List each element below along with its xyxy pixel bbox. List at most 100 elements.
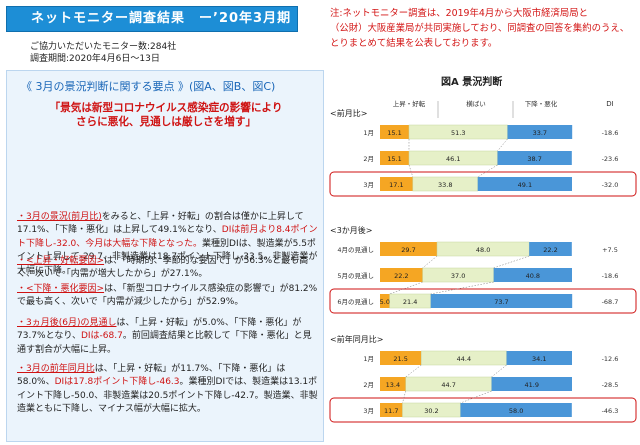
connector-line (389, 281, 423, 295)
survey-note: 注:ネットモニター調査は、2019年4月から大阪市経済局局と （公財）大阪産業局… (330, 6, 636, 51)
bar-value: 22.2 (543, 246, 557, 254)
bar-value: 48.0 (476, 246, 490, 254)
bar-value: 38.7 (527, 155, 541, 163)
bar-segment (491, 377, 572, 391)
di-value: +7.5 (602, 246, 618, 254)
bar-value: 46.1 (446, 155, 460, 163)
body-text: 。前回調査結果と比較して「下降・悪化」と見通す割合が大幅に上昇。 (17, 331, 312, 355)
row-label: 1月 (363, 355, 374, 363)
row-label: 4月の見通し (337, 245, 374, 254)
summary-paragraph: ・3月の景況(前月比)をみると、「上昇・好転」の割合は僅かに上昇して17.1%、… (17, 211, 319, 278)
bar-value: 33.7 (533, 129, 547, 137)
group-title: <3か月後> (330, 225, 373, 235)
report-banner: ネットモニター調査結果 ー’20年3月期 ー (6, 6, 304, 50)
bar-value: 22.2 (394, 272, 408, 280)
bar-value: 5.0 (380, 298, 390, 306)
note-line: 注:ネットモニター調査は、2019年4月から大阪市経済局局と (330, 8, 588, 19)
legend-up: 上昇・好転 (393, 99, 426, 108)
survey-meta: ご協力いただいたモニター数:284社 調査期間:2020年4月6日～13日 (30, 41, 176, 65)
bar-value: 37.0 (451, 272, 465, 280)
highlight-text: ・3月の景況(前月比) (17, 212, 102, 222)
di-value: -28.5 (602, 381, 619, 389)
bar-segment (430, 294, 573, 308)
bar-value: 29.7 (401, 246, 415, 254)
bar-segment (380, 151, 409, 165)
bar-segment (380, 125, 409, 139)
bar-segment (380, 294, 390, 308)
body-text: は、「上昇・好転」が5.0%、「下降・悪化」が73.7%となり、 (17, 318, 302, 342)
bar-segment (529, 242, 572, 256)
bar-value: 33.8 (438, 181, 452, 189)
connector-line (405, 364, 422, 378)
di-value: -18.6 (602, 129, 619, 137)
monitor-count: ご協力いただいたモニター数:284社 (30, 42, 177, 52)
headline-line: 「景気は新型コロナウイルス感染症の影響により (49, 102, 283, 114)
highlight-text: ・<上昇・好転要因> (17, 256, 105, 266)
summary-paragraph: ・3月の前年同月比は、「上昇・好転」が11.7%、「下降・悪化」は58.0%、D… (17, 363, 319, 417)
bar-value: 44.7 (441, 381, 455, 389)
di-value: -68.7 (602, 298, 619, 306)
bar-segment (507, 125, 573, 139)
highlight-text: DIは前月より8.4ポイント下降し-32.0、今月は大幅な下降となった。 (17, 225, 318, 249)
connector-line (497, 138, 508, 152)
summary-paragraph: ・<下降・悪化要因>は、「新型コロナウイルス感染症の影響で」が81.2%で最も高… (17, 283, 319, 310)
bar-segment (460, 403, 572, 417)
bar-value: 21.5 (393, 355, 407, 363)
di-value: -32.0 (602, 181, 619, 189)
connector-line (493, 255, 530, 269)
bar-value: 13.4 (386, 381, 400, 389)
bar-segment (380, 403, 403, 417)
bar-value: 11.7 (384, 407, 398, 415)
di-value: -23.6 (602, 155, 619, 163)
legend-down: 下降・悪化 (525, 99, 558, 108)
row-label: 2月 (363, 381, 374, 389)
highlight-text: DIは-68.7 (80, 331, 123, 342)
bar-value: 51.3 (451, 129, 465, 137)
bar-value: 58.0 (509, 407, 523, 415)
bar-segment (380, 242, 438, 256)
summary-panel: 《 3月の景況判断に関する要点 》(図A、図B、図C) 「景気は新型コロナウイル… (6, 70, 324, 442)
body-text: 業種別DIは、製造業が5.5ポイント上昇して-29.7、非製造業は18.7ポイン… (17, 238, 318, 276)
connector-line (408, 164, 414, 178)
bar-segment (493, 268, 572, 282)
highlight-text: ・3月の前年同月比 (17, 364, 95, 374)
bar-value: 15.1 (387, 155, 401, 163)
row-label: 6月の見通し (337, 297, 374, 306)
bar-segment (380, 268, 423, 282)
bar-segment (436, 241, 530, 257)
headline-line: さらに悪化、見通しは厳しさを増す」 (75, 116, 257, 128)
group-title: <前年同月比> (330, 334, 383, 344)
summary-paragraph: ・<上昇・好転要因>は、「時期的、季節的な要因で」が56.3%と最も高く、次いで… (17, 255, 319, 282)
bar-segment (380, 351, 422, 365)
row-label: 5月の見通し (337, 271, 374, 280)
body-text: をみると、「上昇・好転」の割合は僅かに上昇して17.1%、「下降・悪化」は上昇し… (17, 212, 304, 236)
connector-line (460, 390, 492, 404)
bar-value: 21.4 (403, 298, 417, 306)
bar-segment (506, 351, 572, 365)
di-header: DI (606, 100, 613, 108)
bar-value: 30.2 (424, 407, 438, 415)
connector-line (477, 164, 498, 178)
highlight-box (329, 397, 637, 423)
bar-segment (497, 151, 572, 165)
row-label: 3月 (363, 407, 374, 415)
body-text: は、「時期的、季節的な要因で」が56.3%と最も高く、次いで「内需が増大したから… (17, 256, 309, 280)
bar-value: 44.4 (457, 355, 471, 363)
bar-value: 73.7 (494, 298, 508, 306)
row-label: 3月 (363, 181, 374, 189)
connector-line (422, 255, 438, 269)
bar-value: 49.1 (518, 181, 532, 189)
summary-headline: 「景気は新型コロナウイルス感染症の影響により さらに悪化、見通しは厳しさを増す」 (7, 101, 325, 129)
bar-value: 15.1 (387, 129, 401, 137)
bar-segment (380, 177, 413, 191)
figure-title: 図A 景況判断 (441, 77, 503, 88)
highlight-box (329, 288, 637, 314)
body-text: 。業種別DIでは、製造業は13.1ポイント下降し-50.0、非製造業は20.5ポ… (17, 377, 318, 415)
note-line: （公財）大阪産業局が共同実施しており、同調査の回答を集約のうえ、 (330, 23, 630, 34)
connector-line (491, 364, 507, 378)
di-value: -46.3 (602, 407, 619, 415)
legend-flat: 横ばい (466, 99, 486, 108)
bar-segment (380, 377, 406, 391)
